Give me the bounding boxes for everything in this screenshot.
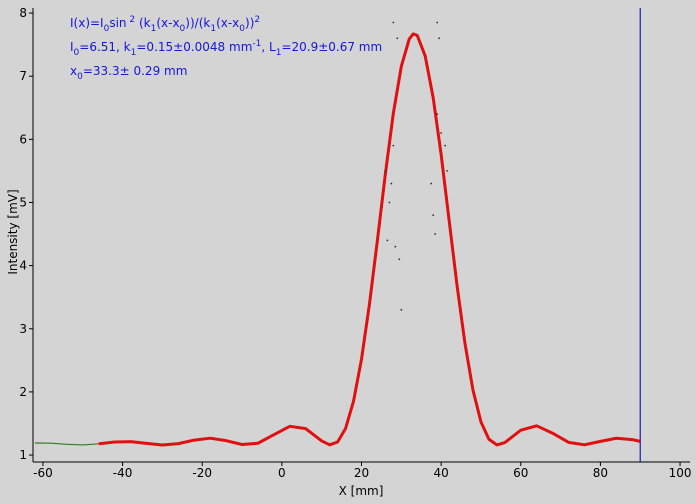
y-tick-label: 4 (19, 259, 27, 273)
annotation-sub: 0 (77, 72, 83, 82)
annotation-sup: -1 (252, 39, 261, 49)
series-line (98, 32, 641, 447)
y-tick-label: 8 (19, 6, 27, 20)
data-point (398, 258, 401, 261)
data-point (394, 245, 397, 248)
data-point (430, 182, 433, 185)
x-tick-label: 40 (433, 466, 448, 480)
annotation-sub: 1 (276, 48, 282, 58)
annotation: I(x)=I0​sin 2​ (k1​(x-x0​))/(k1​(x-x0​))… (70, 15, 260, 34)
annotation-text: (x-x (216, 16, 239, 30)
annotation-sub: 0 (239, 24, 245, 34)
data-point (436, 21, 439, 24)
annotation-sub: 0 (74, 48, 80, 58)
x-tick-label: 20 (354, 466, 369, 480)
annotation-sub: 1 (131, 48, 137, 58)
annotation-text: x (70, 64, 77, 78)
annotation-sub: 0 (104, 24, 110, 34)
x-tick-label: 100 (669, 466, 692, 480)
annotation-text: =6.51, k (79, 40, 130, 54)
data-point (446, 170, 449, 172)
x-tick-label: 60 (513, 466, 528, 480)
annotation-text: (x-x (156, 16, 179, 30)
annotation-text: )) (245, 16, 254, 30)
data-point (392, 144, 395, 147)
data-point (390, 182, 393, 185)
y-tick-label: 6 (19, 132, 27, 146)
data-point (444, 144, 447, 147)
annotation-text: =33.3± 0.29 mm (83, 64, 188, 78)
annotation-text: I(x)=I (70, 16, 104, 30)
annotation-sup: 2 (254, 15, 260, 25)
annotation-text: (k (135, 16, 150, 30)
x-axis-label: X [mm] (339, 484, 384, 498)
annotation-sup: 2 (127, 15, 136, 25)
annotation-sub: 1 (151, 24, 157, 34)
data-point (400, 308, 403, 311)
y-tick-label: 1 (19, 448, 27, 462)
y-axis-label: Intensity [mV] (6, 189, 20, 274)
data-point (392, 21, 395, 24)
x-tick-label: -20 (192, 466, 212, 480)
x-tick-label: 0 (278, 466, 286, 480)
data-point (432, 214, 435, 217)
annotation: x0​=33.3± 0.29 mm (70, 64, 187, 82)
y-tick-label: 5 (19, 195, 27, 209)
plot-area (33, 8, 690, 462)
y-tick-label: 2 (19, 385, 27, 399)
y-tick-label: 7 (19, 69, 27, 83)
data-point (396, 37, 399, 40)
annotation-text: I (70, 40, 74, 54)
data-point (384, 170, 387, 172)
data-point (436, 113, 439, 115)
x-tick-label: -60 (33, 466, 53, 480)
annotation-text: =0.15±0.0048 mm (136, 40, 252, 54)
x-tick-label: 80 (593, 466, 608, 480)
data-point (386, 239, 389, 242)
annotation-text: , L (261, 40, 276, 54)
data-point (438, 37, 441, 40)
annotation-sub: 0 (180, 24, 186, 34)
x-tick-label: -40 (113, 466, 133, 480)
annotation-text: =20.9±0.67 mm (281, 40, 382, 54)
data-point (388, 201, 391, 204)
y-tick-label: 3 (19, 322, 27, 336)
data-point (440, 132, 443, 134)
annotation: I0​=6.51, k1​=0.15±0.0048 mm-1​, L1​=20.… (70, 39, 382, 58)
annotation-sub: 1 (210, 24, 216, 34)
annotation-text: ))/(k (185, 16, 210, 30)
data-point (434, 233, 437, 235)
annotation-text: sin (109, 16, 126, 30)
